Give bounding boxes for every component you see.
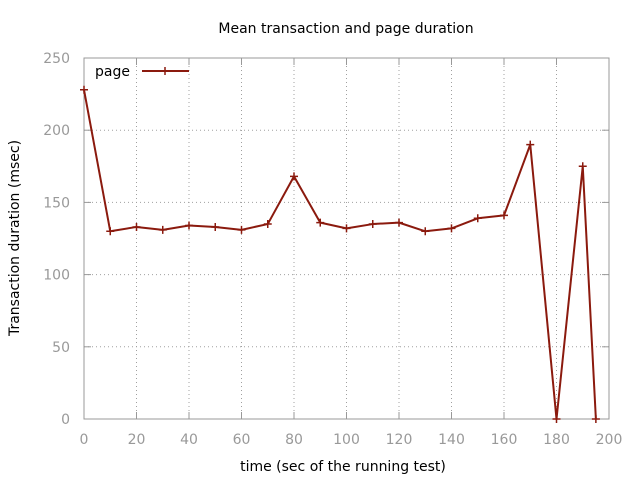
x-tick-label: 0 xyxy=(80,432,89,448)
x-tick-label: 160 xyxy=(491,432,518,448)
data-point xyxy=(211,222,220,231)
y-tick-label: 150 xyxy=(43,195,70,211)
data-point xyxy=(158,225,167,234)
x-axis-ticks: 0 20 40 60 80 100 120 140 160 180 200 xyxy=(80,58,623,448)
x-tick-label: 180 xyxy=(543,432,570,448)
legend: page xyxy=(95,64,189,80)
data-point xyxy=(447,224,456,233)
data-point xyxy=(342,224,351,233)
data-point xyxy=(132,222,141,231)
x-tick-label: 60 xyxy=(233,432,251,448)
data-point xyxy=(263,220,272,229)
x-tick-label: 120 xyxy=(386,432,413,448)
x-axis-label: time (sec of the running test) xyxy=(240,459,446,475)
legend-label-page: page xyxy=(95,64,130,80)
data-point xyxy=(237,225,246,234)
data-point xyxy=(421,227,430,236)
chart-title: Mean transaction and page duration xyxy=(218,21,473,37)
series-line-page xyxy=(83,89,597,420)
y-tick-label: 0 xyxy=(61,412,70,428)
data-point xyxy=(395,218,403,227)
data-point xyxy=(106,227,115,236)
x-tick-label: 100 xyxy=(333,432,360,448)
y-tick-label: 50 xyxy=(52,340,70,356)
grid xyxy=(84,58,609,419)
data-point xyxy=(80,85,88,94)
data-point xyxy=(368,220,377,229)
x-tick-label: 80 xyxy=(285,432,303,448)
x-tick-label: 200 xyxy=(596,432,623,448)
y-axis-label: Transaction duration (msec) xyxy=(7,140,23,337)
y-axis-ticks: 0 50 100 150 200 250 xyxy=(43,51,609,428)
data-point xyxy=(500,211,508,220)
x-tick-label: 40 xyxy=(180,432,198,448)
y-tick-label: 100 xyxy=(43,268,70,284)
data-point xyxy=(316,218,325,227)
legend-marker xyxy=(161,67,169,75)
data-point xyxy=(526,140,535,149)
data-point xyxy=(473,214,482,223)
data-point xyxy=(591,415,600,423)
data-point xyxy=(552,415,561,423)
x-tick-label: 20 xyxy=(128,432,146,448)
data-point xyxy=(185,221,193,230)
series-layer xyxy=(80,85,600,423)
y-tick-label: 250 xyxy=(43,51,70,67)
data-point xyxy=(578,162,587,171)
y-tick-label: 200 xyxy=(43,123,70,139)
data-point xyxy=(290,172,298,181)
x-tick-label: 140 xyxy=(438,432,465,448)
